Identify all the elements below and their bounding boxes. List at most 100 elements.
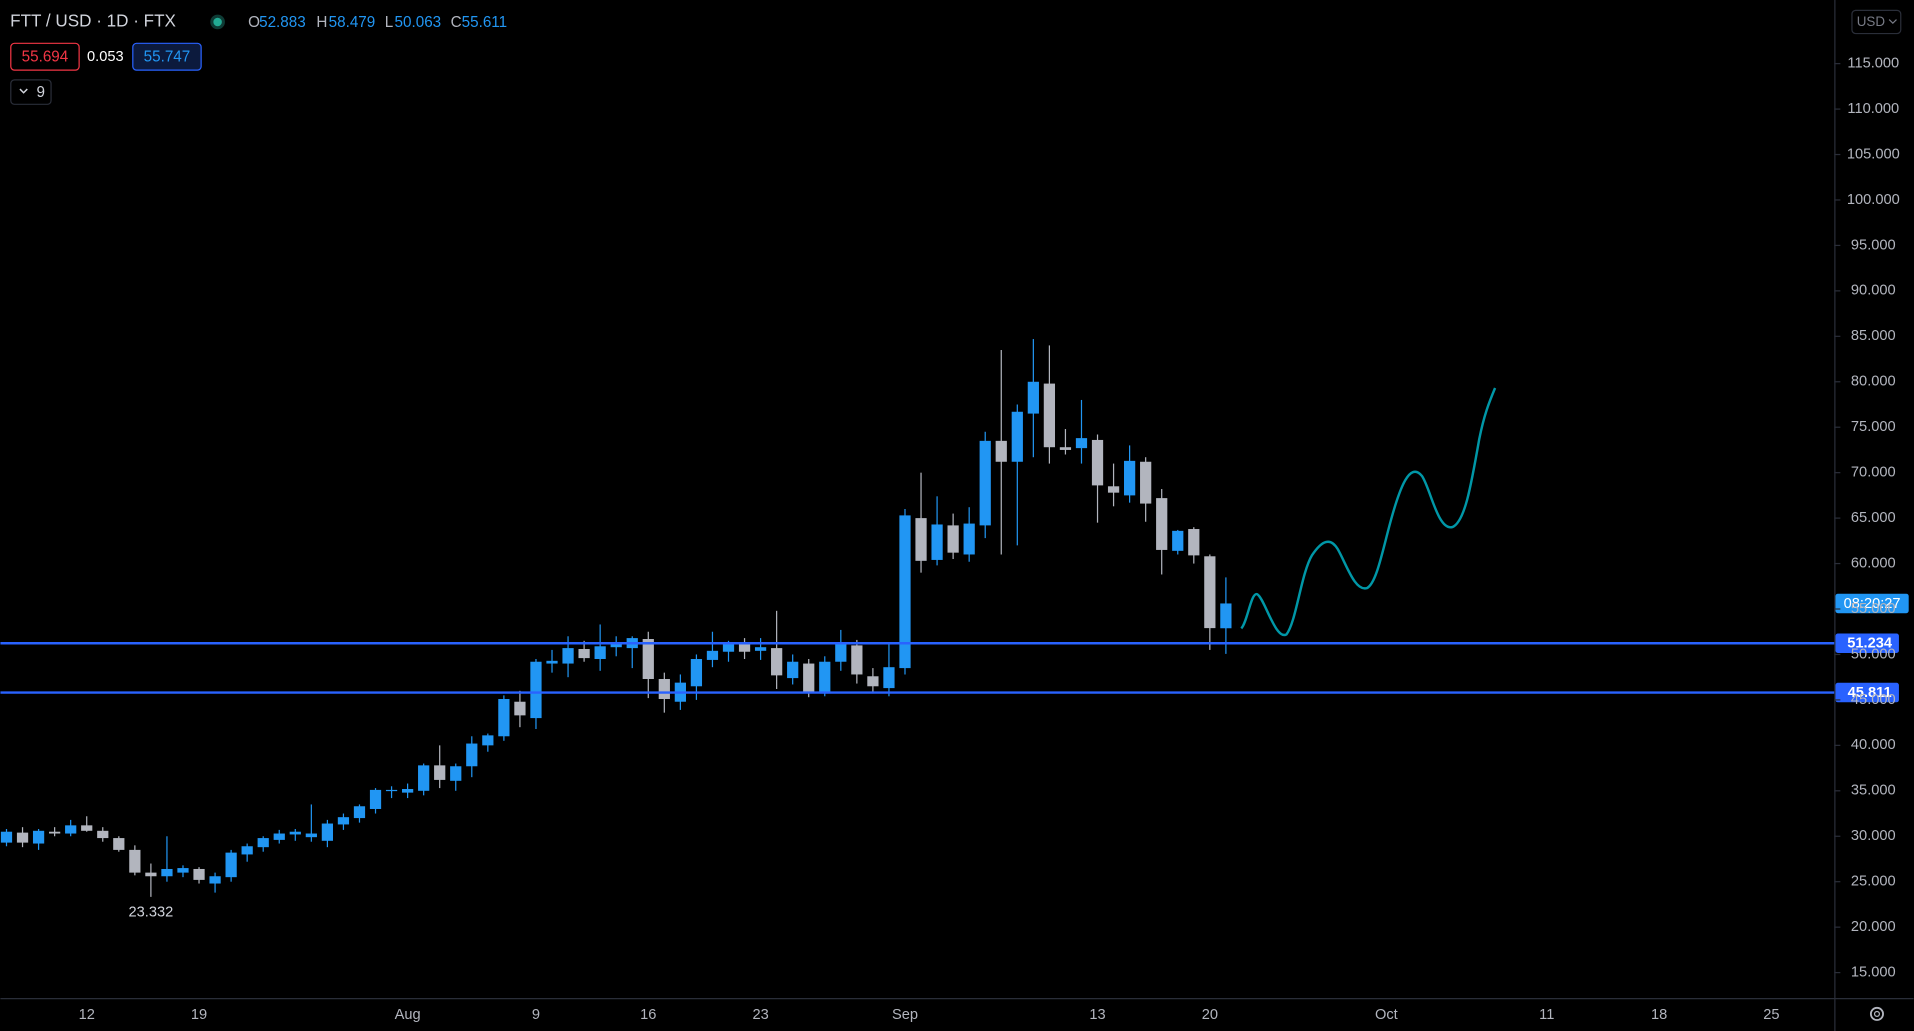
x-tick-label: 23 (752, 1007, 768, 1023)
y-tick-label: 55.000 (1851, 601, 1896, 617)
candle-body (947, 525, 959, 553)
candle-body (1188, 529, 1200, 556)
y-tick-label: 85.000 (1851, 328, 1896, 344)
spread: 0.053 (87, 49, 124, 65)
x-tick-label: 12 (79, 1007, 95, 1023)
candle-body (97, 830, 109, 839)
candle-body (1027, 381, 1039, 414)
candle-body (16, 832, 29, 843)
y-tick-label: 75.000 (1851, 419, 1896, 435)
candle-body (32, 830, 45, 844)
candle-body (530, 661, 542, 719)
candle-body (1140, 461, 1152, 504)
candle-body (899, 515, 911, 669)
candle-body (1204, 556, 1216, 629)
symbol-title[interactable]: FTT / USD · 1D · FTX (10, 11, 176, 30)
y-tick-label: 105.000 (1847, 146, 1900, 162)
candle-body (610, 643, 622, 648)
candle-body (690, 659, 703, 687)
x-tick-label: 11 (1539, 1007, 1554, 1023)
candle-body (49, 831, 61, 834)
x-tick-label: Oct (1375, 1007, 1398, 1023)
ohlc-letter: O (248, 14, 260, 31)
ohlc-letter: L (385, 14, 393, 31)
candle-body (65, 825, 77, 834)
candle-body (1011, 411, 1023, 462)
y-tick-label: 70.000 (1851, 465, 1896, 481)
y-tick-label: 15.000 (1851, 964, 1896, 980)
y-tick-label: 35.000 (1851, 783, 1896, 799)
candle-body (161, 868, 173, 877)
candle-body (1172, 530, 1184, 551)
candle-body (1075, 438, 1088, 449)
candle-body (129, 849, 141, 873)
candle-body (883, 667, 895, 689)
candle-body (482, 735, 494, 746)
currency-button[interactable] (1851, 9, 1902, 35)
y-tick-label: 95.000 (1851, 237, 1896, 253)
candle-body (835, 644, 847, 662)
y-tick-label: 50.000 (1851, 646, 1896, 662)
sell-price: 55.694 (22, 48, 69, 65)
y-tick-label: 100.000 (1847, 192, 1900, 208)
candle-body (113, 838, 125, 850)
settings-icon[interactable] (1869, 1006, 1884, 1021)
ohlc-value: 52.883 (259, 14, 306, 31)
candle-body (658, 679, 670, 700)
candle-body (867, 676, 879, 687)
y-tick-label: 80.000 (1851, 374, 1896, 390)
status-dot (213, 17, 222, 27)
candle-body (1124, 460, 1136, 496)
x-tick-label: 19 (191, 1007, 207, 1023)
candle-body (0, 831, 13, 843)
y-tick-label: 20.000 (1851, 919, 1896, 935)
candle-body (851, 645, 863, 675)
candle-body (771, 648, 783, 676)
ohlc-value: 50.063 (395, 14, 442, 31)
candle-body (353, 806, 366, 819)
candle-body (193, 868, 205, 880)
price-line-label: 51.234 (1847, 636, 1893, 652)
price-line-label-box (1835, 633, 1899, 654)
projection-drawing[interactable] (1240, 387, 1497, 637)
candle-body (321, 823, 334, 841)
candle-body (578, 649, 590, 659)
low-annotation: 23.332 (129, 905, 174, 921)
candle-body (819, 661, 831, 694)
candle-body (803, 663, 815, 692)
currency: USD (1857, 14, 1886, 29)
candle-body (514, 701, 526, 716)
candle-body (1043, 383, 1056, 448)
candle-body (1107, 486, 1120, 493)
candle-body (1156, 498, 1168, 550)
candle-body (642, 639, 654, 680)
candle-body (1220, 603, 1232, 629)
x-tick-label: 13 (1089, 1007, 1105, 1023)
candle-body (81, 825, 93, 831)
countdown-box (1835, 593, 1909, 614)
y-tick-label: 40.000 (1851, 737, 1896, 753)
candle-body (1091, 439, 1104, 486)
candle-body (979, 440, 991, 526)
sell-button[interactable] (10, 42, 80, 71)
y-tick-label: 45.000 (1851, 692, 1896, 708)
ohlc-value: 58.479 (329, 14, 376, 31)
x-tick-label: 9 (532, 1007, 540, 1023)
buy-button[interactable] (132, 42, 202, 71)
candle-body (305, 833, 317, 838)
candle-body (562, 648, 574, 664)
candle-body (706, 650, 719, 660)
chevron-icon (1888, 19, 1897, 25)
candle-body (1059, 447, 1072, 450)
y-tick-label: 115.000 (1847, 56, 1899, 72)
candle-body (401, 788, 414, 793)
indicators-toggle[interactable] (10, 79, 52, 105)
x-tick-label: 20 (1202, 1007, 1218, 1023)
y-tick-label: 60.000 (1851, 555, 1896, 571)
ohlc-value: 55.611 (462, 14, 508, 31)
x-tick-label: Aug (395, 1007, 421, 1023)
indicators-count: 9 (36, 84, 44, 101)
candle-body (257, 838, 269, 848)
candle-body (273, 833, 285, 840)
